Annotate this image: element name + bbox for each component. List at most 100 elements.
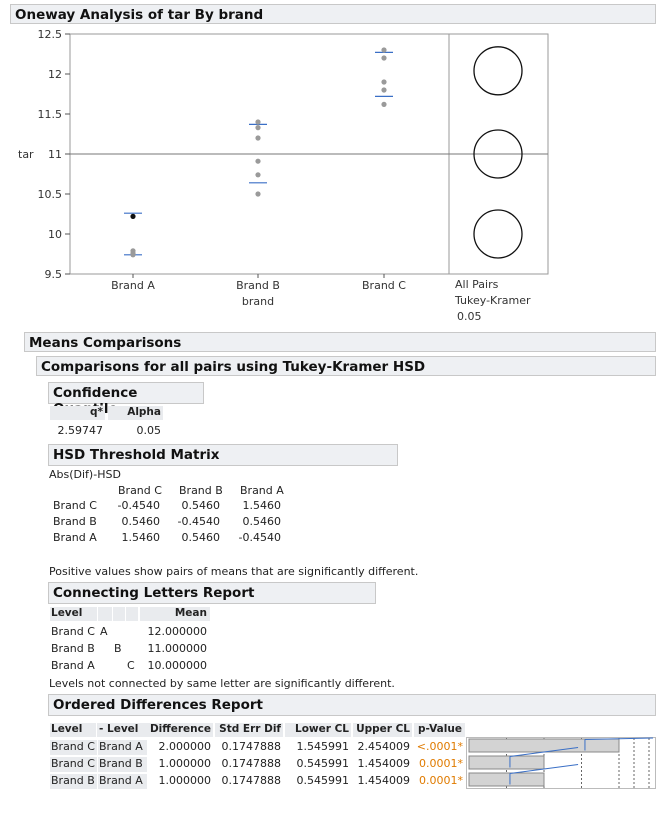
comparison-circle [473, 129, 523, 179]
cl-header-spacer [98, 607, 112, 621]
data-point [381, 55, 387, 61]
od-cell-ucl: 2.454009 [357, 740, 411, 753]
tukey-header[interactable]: Comparisons for all pairs using Tukey-Kr… [36, 356, 656, 376]
data-point [255, 158, 261, 164]
x-tick-label: Brand C [362, 279, 406, 292]
oneway-title: Oneway Analysis of tar By brand [15, 7, 264, 23]
hsd-row-label: Brand B [53, 515, 97, 528]
od-cell-ucl: 1.454009 [357, 774, 411, 787]
x-tick-label: Brand A [111, 279, 155, 292]
cl-header-spacer [126, 607, 138, 621]
y-tick-label: 12.5 [38, 28, 63, 41]
od-cell-p: 0.0001* [419, 774, 463, 787]
x-tick-label: Brand B [236, 279, 280, 292]
od-cell-level: Brand C [50, 757, 97, 772]
od-bar [468, 755, 545, 770]
hsd-cell: 0.5460 [121, 515, 161, 528]
od-ci-line [509, 764, 579, 774]
data-point [255, 172, 261, 178]
od-cell-level: Brand B [50, 774, 97, 789]
hsd-cell: 0.5460 [181, 499, 221, 512]
tukey-title: Comparisons for all pairs using Tukey-Kr… [41, 359, 426, 375]
od-cell-diff: 1.000000 [158, 757, 212, 770]
data-point [381, 87, 387, 93]
od-cell-diff: 2.000000 [158, 740, 212, 753]
data-point [381, 47, 387, 53]
hsd-cell: -0.4540 [177, 515, 220, 528]
od-bar [468, 738, 620, 753]
od-header: Level [50, 723, 96, 737]
hsd-caption: Abs(Dif)-HSD [49, 468, 121, 481]
comparison-circle [473, 46, 523, 96]
od-cell-level: Brand C [50, 740, 97, 755]
confidence-quantile-header[interactable]: Confidence Quantile [48, 382, 204, 417]
od-cell-p: 0.0001* [419, 757, 463, 770]
od-cell-se: 0.1747888 [221, 774, 282, 787]
comparison-circle [473, 209, 523, 259]
connecting-letters-title: Connecting Letters Report [53, 585, 255, 601]
od-cell-se: 0.1747888 [221, 740, 282, 753]
od-cell-minus: Brand A [98, 774, 147, 789]
hsd-col-header: Brand A [240, 484, 284, 497]
hsd-cell: 1.5460 [121, 531, 161, 544]
x-axis-label: brand [242, 295, 274, 308]
od-bar [468, 772, 545, 787]
connecting-letters-header[interactable]: Connecting Letters Report [48, 582, 376, 604]
od-ci-line [509, 747, 579, 757]
cl-level: Brand A [51, 659, 95, 672]
oneway-header[interactable]: Oneway Analysis of tar By brand [10, 4, 656, 24]
od-cell-lcl: 0.545991 [296, 757, 350, 770]
cl-letter: B [114, 642, 122, 655]
y-tick-label: 12 [48, 68, 62, 81]
ordered-differences-chart [466, 737, 656, 789]
od-header: - Level [97, 723, 147, 737]
hsd-note: Positive values show pairs of means that… [49, 565, 419, 578]
data-point [381, 79, 387, 85]
cl-mean: 12.000000 [147, 625, 208, 638]
means-comparisons-title: Means Comparisons [29, 335, 182, 351]
cl-header-spacer [113, 607, 125, 621]
hsd-cell: 1.5460 [242, 499, 282, 512]
cq-header-q: q* [50, 406, 105, 420]
y-tick-label: 10 [48, 228, 62, 241]
cl-mean: 10.000000 [147, 659, 208, 672]
cl-header-level: Level [50, 607, 97, 621]
hsd-matrix-header[interactable]: HSD Threshold Matrix [48, 444, 398, 466]
od-cell-se: 0.1747888 [221, 757, 282, 770]
circles-label: Tukey-Kramer [454, 294, 531, 307]
ordered-differences-header[interactable]: Ordered Differences Report [48, 694, 656, 716]
od-cell-minus: Brand A [98, 740, 147, 755]
od-cell-minus: Brand B [98, 757, 147, 772]
od-header: Lower CL [285, 723, 351, 737]
oneway-chart: 12.5 12 11.5 11 10.5 10 9.5 tar Brand A Brand B Br… [18, 28, 549, 323]
cl-header-mean: Mean [140, 607, 210, 621]
y-tick-label: 11.5 [38, 108, 63, 121]
cl-letter: A [100, 625, 108, 638]
ordered-differences-title: Ordered Differences Report [53, 697, 263, 713]
hsd-cell: -0.4540 [117, 499, 160, 512]
y-tick-label: 10.5 [38, 188, 63, 201]
cq-header-alpha: Alpha [108, 406, 163, 420]
hsd-row-label: Brand A [53, 531, 97, 544]
data-point [255, 119, 261, 125]
od-cell-ucl: 1.454009 [357, 757, 411, 770]
od-cell-lcl: 1.545991 [296, 740, 350, 753]
means-comparisons-header[interactable]: Means Comparisons [24, 332, 656, 352]
od-cell-lcl: 0.545991 [296, 774, 350, 787]
hsd-col-header: Brand C [118, 484, 162, 497]
od-header: Upper CL [353, 723, 412, 737]
od-header: Difference [147, 723, 213, 737]
hsd-row-label: Brand C [53, 499, 97, 512]
cl-level: Brand C [51, 625, 95, 638]
hsd-col-header: Brand B [179, 484, 223, 497]
cq-value-alpha: 0.05 [136, 424, 162, 437]
data-point [130, 252, 136, 258]
data-point [255, 125, 261, 131]
hsd-cell: 0.5460 [181, 531, 221, 544]
hsd-cell: 0.5460 [242, 515, 282, 528]
cl-note: Levels not connected by same letter are … [49, 677, 395, 690]
od-header: p-Value [414, 723, 465, 737]
y-tick-label: 11 [48, 148, 62, 161]
y-axis-label: tar [18, 148, 34, 161]
od-header: Std Err Dif [215, 723, 283, 737]
